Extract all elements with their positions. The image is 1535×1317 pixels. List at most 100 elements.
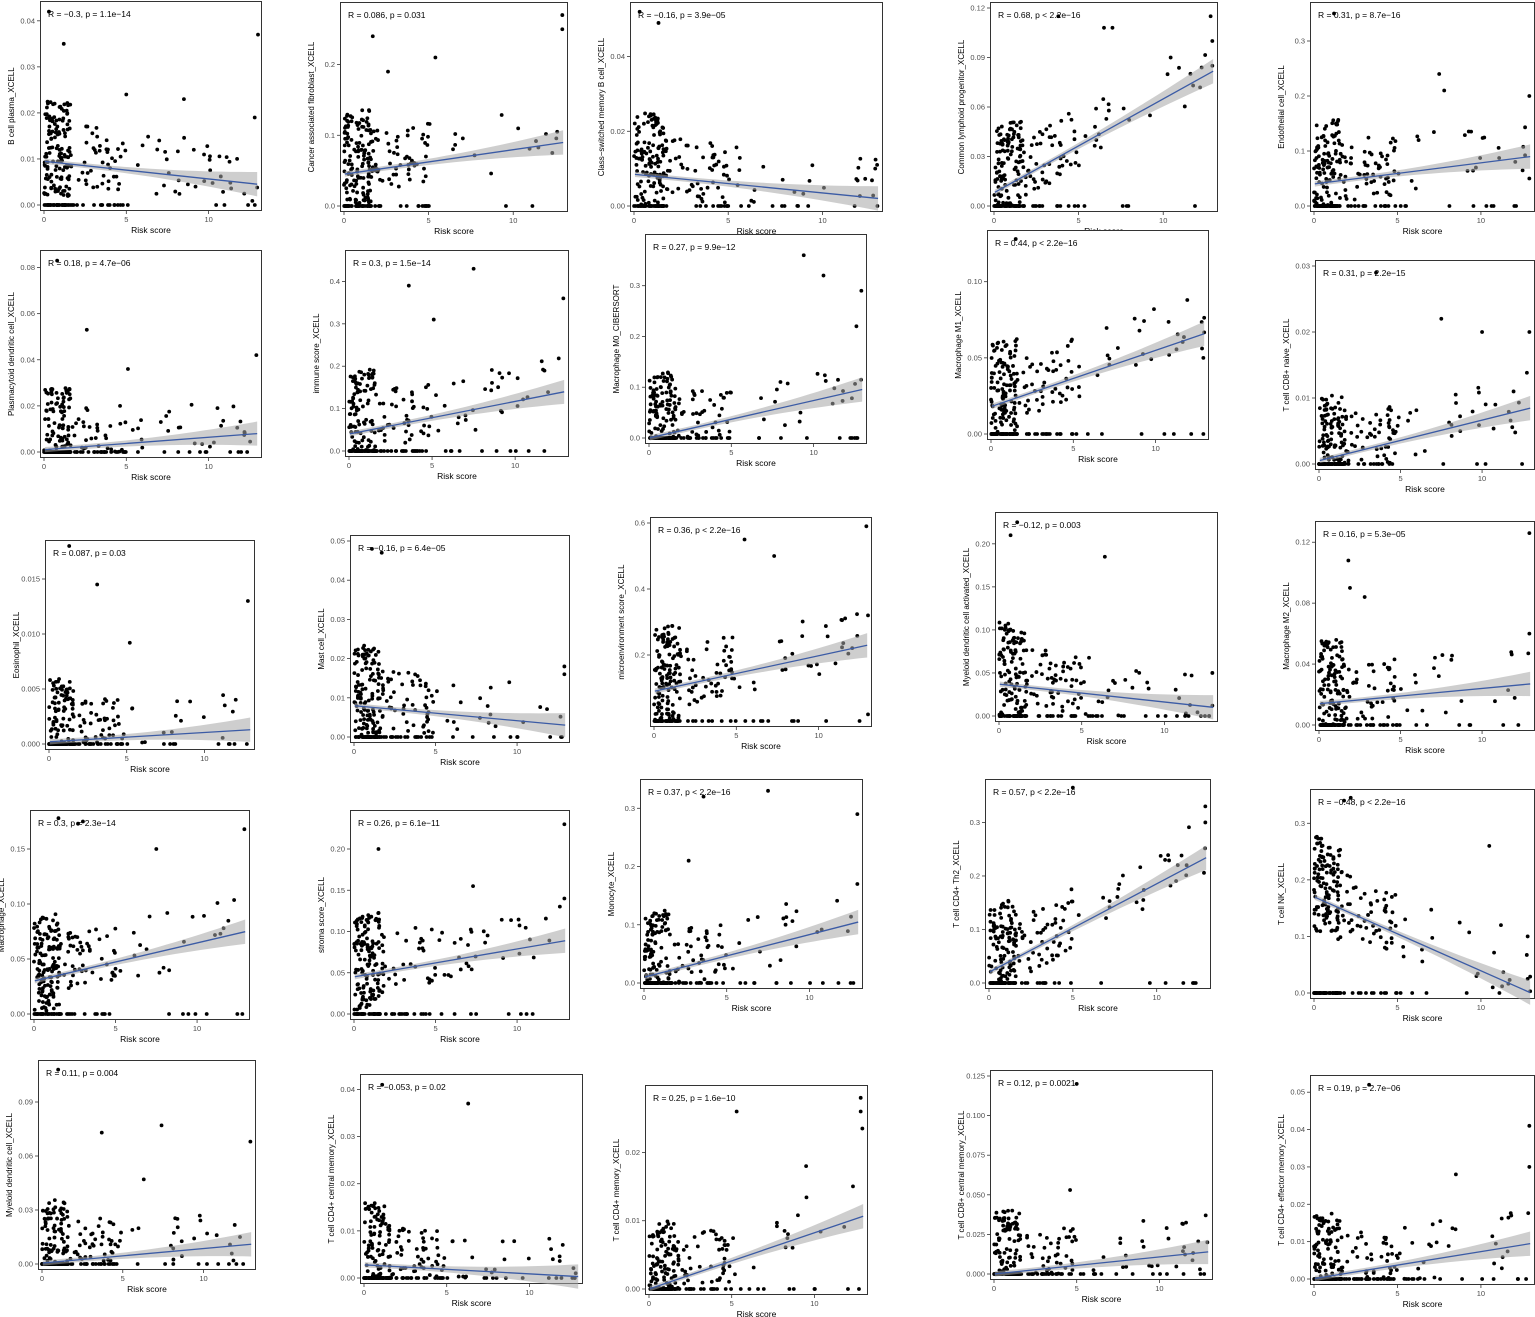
data-point <box>1017 688 1022 692</box>
data-point <box>996 161 1001 166</box>
data-point <box>994 129 999 134</box>
x-axis-label: Risk score <box>131 472 171 482</box>
data-point <box>658 375 663 380</box>
data-point <box>386 676 390 681</box>
data-point <box>371 1012 376 1016</box>
data-point <box>109 450 114 454</box>
data-point <box>173 713 178 718</box>
data-point <box>67 397 71 402</box>
data-point <box>406 283 411 288</box>
data-point <box>140 445 145 450</box>
data-point <box>667 643 672 648</box>
data-point <box>720 689 724 693</box>
data-point <box>1322 403 1327 408</box>
data-point <box>1070 677 1075 682</box>
data-point <box>1323 677 1327 682</box>
data-point <box>62 203 66 207</box>
data-point <box>362 957 367 962</box>
data-point <box>98 203 103 207</box>
data-point <box>1375 190 1380 195</box>
data-point <box>672 678 677 683</box>
data-point <box>66 433 71 438</box>
data-point <box>65 450 70 454</box>
data-point <box>705 185 710 190</box>
data-point <box>670 624 675 628</box>
data-point <box>825 634 830 639</box>
data-point <box>1325 190 1329 195</box>
data-point <box>363 700 368 705</box>
data-point <box>1014 123 1019 128</box>
data-point <box>1336 138 1341 143</box>
data-point <box>1389 408 1394 413</box>
data-point <box>1008 388 1012 393</box>
data-point <box>673 670 678 675</box>
data-point <box>52 701 57 706</box>
data-point <box>1359 457 1364 462</box>
data-point <box>1368 431 1372 436</box>
data-point <box>366 151 371 156</box>
data-point <box>492 735 496 739</box>
scatter-panel-2: 0 5 10 0.0 0.1 0.2 R = 0.086, p = 0.031 Risk sc… <box>307 2 568 236</box>
data-point <box>356 419 361 423</box>
y-tick-label: 0.02 <box>1295 328 1310 337</box>
data-point <box>431 700 436 704</box>
data-point <box>1020 204 1025 208</box>
x-tick-label: 10 <box>204 462 212 471</box>
data-point <box>342 160 347 165</box>
data-point <box>388 695 393 700</box>
x-tick-label: 0 <box>1317 735 1321 744</box>
data-point <box>1145 680 1150 685</box>
data-point <box>1376 462 1381 466</box>
data-point <box>393 982 398 986</box>
x-axis-label: Risk score <box>737 226 777 236</box>
data-point <box>94 927 98 932</box>
correlation-label: R = −0.3, p = 1.1e−14 <box>48 9 131 19</box>
data-point <box>250 198 255 203</box>
data-point <box>729 648 734 652</box>
data-point <box>656 121 660 125</box>
y-tick-label: 0.05 <box>10 955 25 964</box>
data-point <box>1044 704 1049 708</box>
data-point <box>358 1003 363 1007</box>
data-point <box>999 124 1004 129</box>
data-point <box>995 345 999 350</box>
data-point <box>719 204 724 208</box>
plot-frame <box>650 517 872 727</box>
data-point <box>716 159 721 164</box>
data-point <box>699 695 704 700</box>
data-point <box>1005 645 1010 650</box>
data-point <box>370 696 375 701</box>
data-point <box>1013 649 1018 654</box>
data-point <box>686 657 691 662</box>
data-point <box>353 449 358 453</box>
scatter-panel-17: 0 5 10 0.00 0.05 0.10 0.15 0.20 R = 0.26, p = 6.… <box>317 810 570 1044</box>
data-point <box>388 735 393 739</box>
data-point <box>410 390 414 395</box>
data-point <box>55 921 60 926</box>
data-point <box>1189 432 1194 436</box>
data-point <box>661 171 666 176</box>
data-point <box>427 424 432 429</box>
data-point <box>421 132 426 137</box>
data-point <box>1024 648 1029 653</box>
data-point <box>164 414 169 418</box>
data-point <box>1364 181 1369 186</box>
data-point <box>381 688 386 693</box>
data-point <box>404 413 409 418</box>
data-point <box>1331 645 1336 650</box>
data-point <box>1358 723 1363 727</box>
x-tick-label: 5 <box>433 1024 437 1033</box>
data-point <box>642 121 646 126</box>
data-point <box>661 204 666 208</box>
y-tick-label: 0.000 <box>21 740 40 749</box>
data-point <box>421 179 426 184</box>
y-tick-label: 0.4 <box>635 585 645 594</box>
data-point <box>647 378 652 383</box>
data-point <box>49 727 54 732</box>
data-point <box>64 437 69 442</box>
data-point <box>1362 149 1367 154</box>
data-point <box>49 185 54 190</box>
data-point <box>1476 385 1481 390</box>
data-point <box>1322 158 1327 163</box>
data-point <box>1348 586 1352 590</box>
